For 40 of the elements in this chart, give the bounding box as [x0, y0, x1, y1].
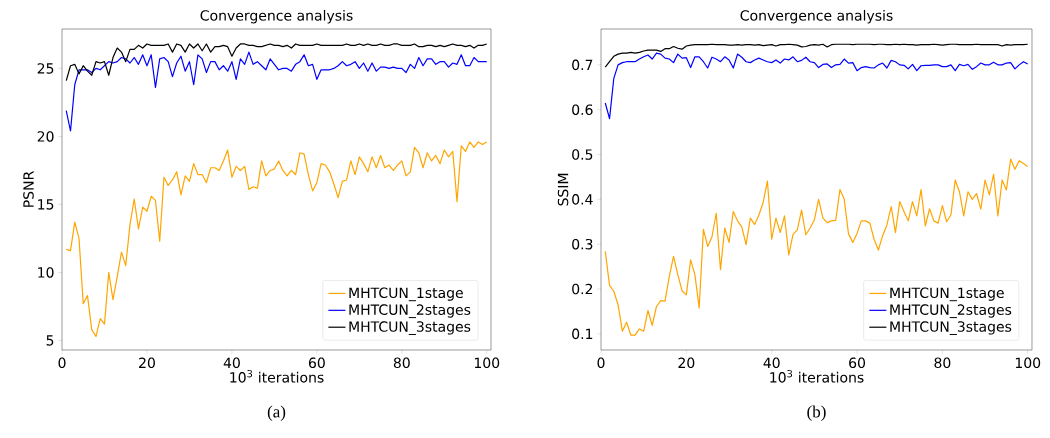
x-tick-label: 20	[678, 357, 695, 369]
text: (a)	[267, 405, 286, 421]
x-tick-label: 60	[849, 357, 866, 369]
x-tick-label: 40	[223, 357, 240, 369]
y-tick-label: 5	[46, 335, 54, 346]
line-series	[65, 141, 488, 337]
x-tick-label: 60	[308, 357, 325, 369]
y-axis-title: SSIM	[557, 173, 569, 206]
chart-title: Convergence analysis	[740, 9, 893, 24]
text: (b)	[807, 405, 826, 421]
y-tick-label: 0.4	[572, 194, 593, 205]
x-tick-label: 100	[474, 357, 500, 369]
legend-label: MHTCUN_3stages	[890, 321, 1012, 335]
y-tick-label: 0.2	[572, 283, 593, 295]
legend-label: MHTCUN_2stages	[890, 304, 1012, 319]
x-tick-label: 100	[1015, 357, 1041, 369]
legend-label: MHTCUN_3stages	[349, 321, 471, 335]
x-axis-title: 10$^{3}$ iterations	[770, 369, 864, 383]
y-tick-label: 0.5	[572, 149, 593, 160]
x-tick-label: 0	[58, 357, 66, 369]
y-tick-label: 15	[38, 199, 54, 210]
y-tick-label: 0.1	[572, 328, 593, 340]
y-tick-label: 0.7	[572, 59, 593, 71]
y-tick-label: 10	[38, 267, 54, 278]
x-tick-label: 80	[393, 357, 410, 369]
y-tick-label: 20	[37, 131, 54, 142]
legend-label: MHTCUN_2stages	[349, 304, 471, 319]
x-tick-label: 80	[934, 357, 951, 369]
legend-label: MHTCUN_1stage	[890, 287, 1004, 302]
y-tick-label: 0.6	[572, 104, 593, 115]
x-axis-title: 10$^{3}$ iterations	[230, 369, 324, 383]
x-tick-label: 40	[763, 357, 780, 369]
x-tick-label: 20	[139, 357, 155, 369]
line-series	[604, 158, 1029, 336]
x-tick-label: 0	[597, 357, 605, 369]
y-tick-label: 25	[37, 63, 54, 74]
y-axis-title: PSNR	[23, 171, 34, 207]
chart-title: Convergence analysis	[200, 9, 353, 24]
legend-label: MHTCUN_1stage	[349, 287, 463, 302]
y-tick-label: 0.3	[572, 238, 593, 250]
